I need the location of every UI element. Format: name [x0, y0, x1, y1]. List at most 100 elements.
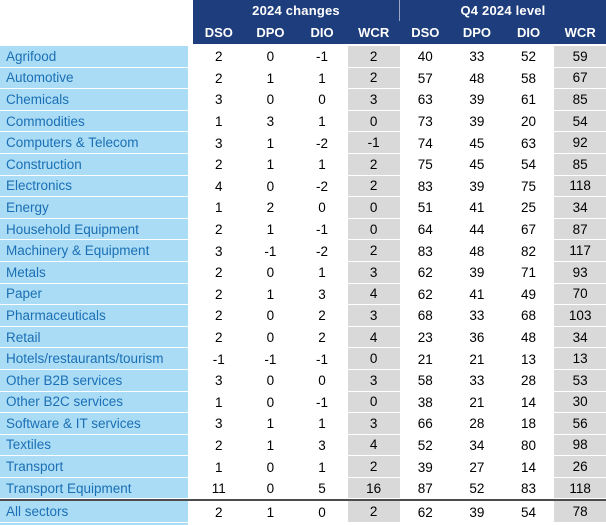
value-cell: 14	[521, 394, 537, 410]
value-cell: 80	[521, 437, 537, 453]
value-cell: 48	[521, 330, 537, 346]
value-cell: 25	[521, 200, 537, 216]
value-cell: 45	[469, 135, 485, 151]
value-cell: 28	[469, 416, 485, 432]
value-cell: 3	[215, 373, 223, 389]
column-header: DSO	[193, 21, 245, 44]
value-cell: 3	[215, 92, 223, 108]
footer-divider-line	[0, 499, 606, 502]
table-row: Other B2C services 1 0 -1 0 38 21 14 30	[0, 391, 606, 414]
table-row: Energy 1 2 0 0 51 41 25 34	[0, 197, 606, 219]
value-cell: 87	[417, 481, 433, 497]
value-cell: 33	[469, 373, 485, 389]
value-cell: 0	[266, 330, 275, 346]
value-cell: 53	[554, 369, 606, 392]
value-cell: 54	[554, 110, 606, 133]
table-header-group-row: 2024 changes Q4 2024 level	[0, 0, 606, 21]
value-cell: 64	[417, 222, 433, 238]
value-cell: 1	[318, 70, 326, 86]
table-body: Agrifood 2 0 -1 2 40 33 52 59 Automotive 2 1 1 2 57 48 5…	[0, 46, 606, 500]
value-cell: 1	[266, 416, 275, 432]
value-cell: -1	[264, 243, 277, 259]
value-cell: 68	[417, 308, 433, 324]
value-cell: 78	[554, 501, 606, 523]
value-cell: 3	[215, 243, 223, 259]
table-row: Electronics 4 0 -2 2 83 39 75 118	[0, 175, 606, 198]
column-header: DPO	[451, 21, 503, 44]
value-cell: 0	[266, 178, 275, 194]
sector-label: All sectors	[0, 501, 193, 523]
value-cell: -2	[316, 135, 329, 151]
value-cell: 34	[469, 437, 485, 453]
table-row: Other B2B services 3 0 0 3 58 33 28 53	[0, 369, 606, 392]
bottom-strip-white	[188, 522, 606, 525]
value-cell: 4	[347, 434, 400, 457]
value-cell: 0	[266, 92, 275, 108]
value-cell: 103	[554, 305, 606, 327]
value-cell: 66	[417, 416, 433, 432]
value-cell: 14	[521, 459, 537, 475]
value-cell: 1	[266, 135, 275, 151]
column-group-2024-changes: 2024 changes	[193, 0, 399, 21]
header-corner-spacer	[0, 21, 193, 44]
value-cell: 33	[469, 308, 485, 324]
value-cell: 39	[469, 178, 485, 194]
value-cell: 2	[215, 286, 223, 302]
value-cell: 83	[417, 243, 433, 259]
value-cell: 75	[521, 178, 537, 194]
sector-label: Computers & Telecom	[0, 132, 193, 154]
column-header: DIO	[296, 21, 348, 44]
sector-label: Transport	[0, 456, 193, 478]
sector-label: Automotive	[0, 67, 193, 90]
value-cell: 61	[521, 92, 537, 108]
value-cell: 28	[521, 373, 537, 389]
value-cell: 2	[215, 504, 223, 520]
value-cell: -2	[316, 243, 329, 259]
value-cell: 2	[215, 157, 223, 173]
value-cell: 63	[417, 92, 433, 108]
value-cell: 48	[469, 243, 485, 259]
value-cell: 40	[417, 49, 433, 65]
value-cell: 4	[215, 178, 223, 194]
value-cell: 0	[266, 394, 275, 410]
value-cell: 0	[318, 504, 326, 520]
value-cell: 2	[347, 67, 400, 90]
value-cell: 34	[554, 197, 606, 219]
value-cell: -1	[264, 351, 277, 367]
value-cell: 1	[215, 114, 223, 130]
value-cell: 3	[347, 369, 400, 392]
value-cell: 52	[417, 437, 433, 453]
value-cell: 3	[347, 261, 400, 284]
table-footer-row: All sectors 2 1 0 2 62 39 54 78	[0, 501, 606, 523]
table-footer: All sectors 2 1 0 2 62 39 54 78	[0, 501, 606, 523]
value-cell: 39	[469, 114, 485, 130]
value-cell: 39	[469, 504, 485, 520]
value-cell: 67	[554, 67, 606, 90]
value-cell: 0	[347, 197, 400, 219]
bottom-strip-blue	[0, 522, 188, 525]
value-cell: 44	[469, 222, 485, 238]
table-row: Paper 2 1 3 4 62 41 49 70	[0, 283, 606, 306]
value-cell: 2	[215, 330, 223, 346]
value-cell: -1	[316, 351, 329, 367]
value-cell: 118	[554, 477, 606, 500]
value-cell: 117	[554, 240, 606, 262]
value-cell: 67	[521, 222, 537, 238]
header-corner-spacer	[0, 0, 193, 21]
value-cell: 4	[347, 283, 400, 306]
value-cell: 0	[266, 308, 275, 324]
table-row: Hotels/restaurants/tourism -1 -1 -1 0 21 21 13 1…	[0, 348, 606, 370]
value-cell: 0	[266, 373, 275, 389]
value-cell: 92	[554, 132, 606, 154]
value-cell: 16	[347, 477, 400, 500]
value-cell: 2	[318, 308, 326, 324]
table-row: Pharmaceuticals 2 0 2 3 68 33 68 103	[0, 305, 606, 327]
value-cell: 59	[554, 46, 606, 68]
value-cell: 0	[318, 373, 326, 389]
value-cell: 93	[554, 261, 606, 284]
value-cell: 75	[417, 157, 433, 173]
value-cell: 62	[417, 504, 433, 520]
column-header: DSO	[399, 21, 452, 44]
value-cell: 0	[266, 49, 275, 65]
